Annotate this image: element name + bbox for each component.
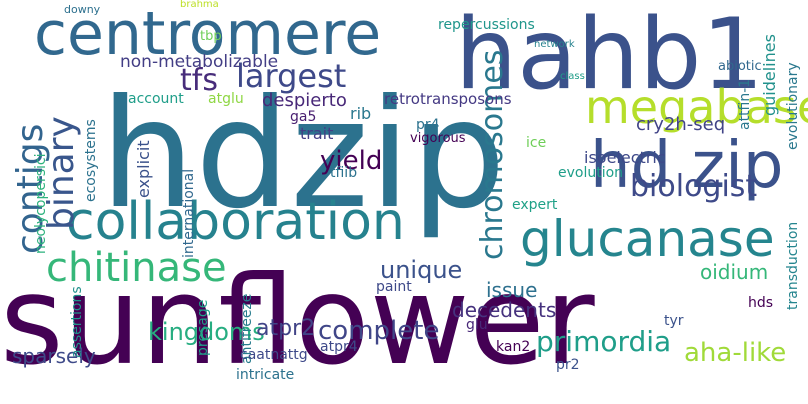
word: non-metabolizable — [120, 52, 279, 72]
word: atpr4 — [320, 339, 358, 355]
word: vigorous — [410, 131, 466, 146]
word: presage — [195, 299, 211, 356]
word: aha-like — [684, 338, 787, 368]
word: brahma — [180, 0, 219, 10]
word: tfiib — [330, 165, 358, 181]
word: hahb1 — [455, 0, 764, 112]
word: tyr — [664, 313, 684, 329]
word: trait — [300, 124, 334, 143]
word: biologist — [630, 169, 758, 204]
word: rib — [350, 104, 372, 123]
word: neolycopersici — [33, 153, 49, 254]
word: ice — [526, 135, 547, 151]
word: atpr2 — [256, 316, 316, 341]
word: primordia — [536, 325, 672, 358]
word: kingdoms — [148, 318, 265, 346]
word: account — [128, 91, 184, 107]
word: chromosomes — [475, 49, 510, 260]
word: cry2h-seq — [636, 114, 726, 135]
word: tfs — [180, 63, 218, 98]
word: largest — [236, 57, 347, 95]
word: isoelectric — [584, 148, 666, 167]
word: caatnattg — [240, 347, 308, 363]
word: complete — [318, 316, 440, 346]
word: sunflower — [0, 250, 595, 392]
word: paint — [376, 279, 412, 295]
word: attfin-1 — [737, 78, 753, 130]
word: assertions — [69, 286, 85, 358]
word: decedents — [452, 298, 557, 322]
word: guidelines — [760, 34, 779, 116]
word: transduction — [785, 221, 801, 310]
word: megabases — [585, 80, 808, 134]
word: network — [534, 39, 575, 50]
word: glu — [466, 317, 488, 333]
word: retrotransposons — [384, 90, 512, 108]
word: atglu — [208, 91, 244, 107]
word: evolutionary — [785, 62, 801, 150]
word: downy — [64, 3, 101, 16]
word: unique — [380, 256, 463, 284]
word: evolution — [558, 165, 624, 181]
word: centromere — [34, 0, 382, 69]
word: yield — [320, 146, 383, 176]
word: abiotic — [718, 59, 762, 74]
word: chitinase — [46, 245, 227, 291]
word: collaboration — [66, 192, 405, 252]
word: hds — [748, 295, 774, 311]
word: pr4 — [416, 117, 440, 133]
word: pr2 — [556, 357, 580, 373]
word: intricate — [236, 367, 295, 383]
word: explicit — [134, 140, 153, 198]
word: glucanase — [520, 210, 775, 268]
word: hd zip — [590, 129, 784, 203]
word: hdzip — [100, 68, 506, 242]
word: ecosystems — [83, 119, 99, 202]
word: expert — [512, 197, 558, 213]
word: international — [181, 168, 197, 258]
word: ga5 — [290, 109, 317, 125]
word: issue — [486, 278, 538, 302]
word: kan2 — [496, 339, 531, 355]
word: despierto — [262, 90, 347, 111]
word: tbp — [200, 29, 222, 44]
word: oidium — [700, 260, 769, 284]
word: binary — [41, 116, 82, 230]
word: repercussions — [438, 17, 535, 33]
word: class — [560, 71, 585, 82]
word: sparsely — [12, 344, 96, 368]
